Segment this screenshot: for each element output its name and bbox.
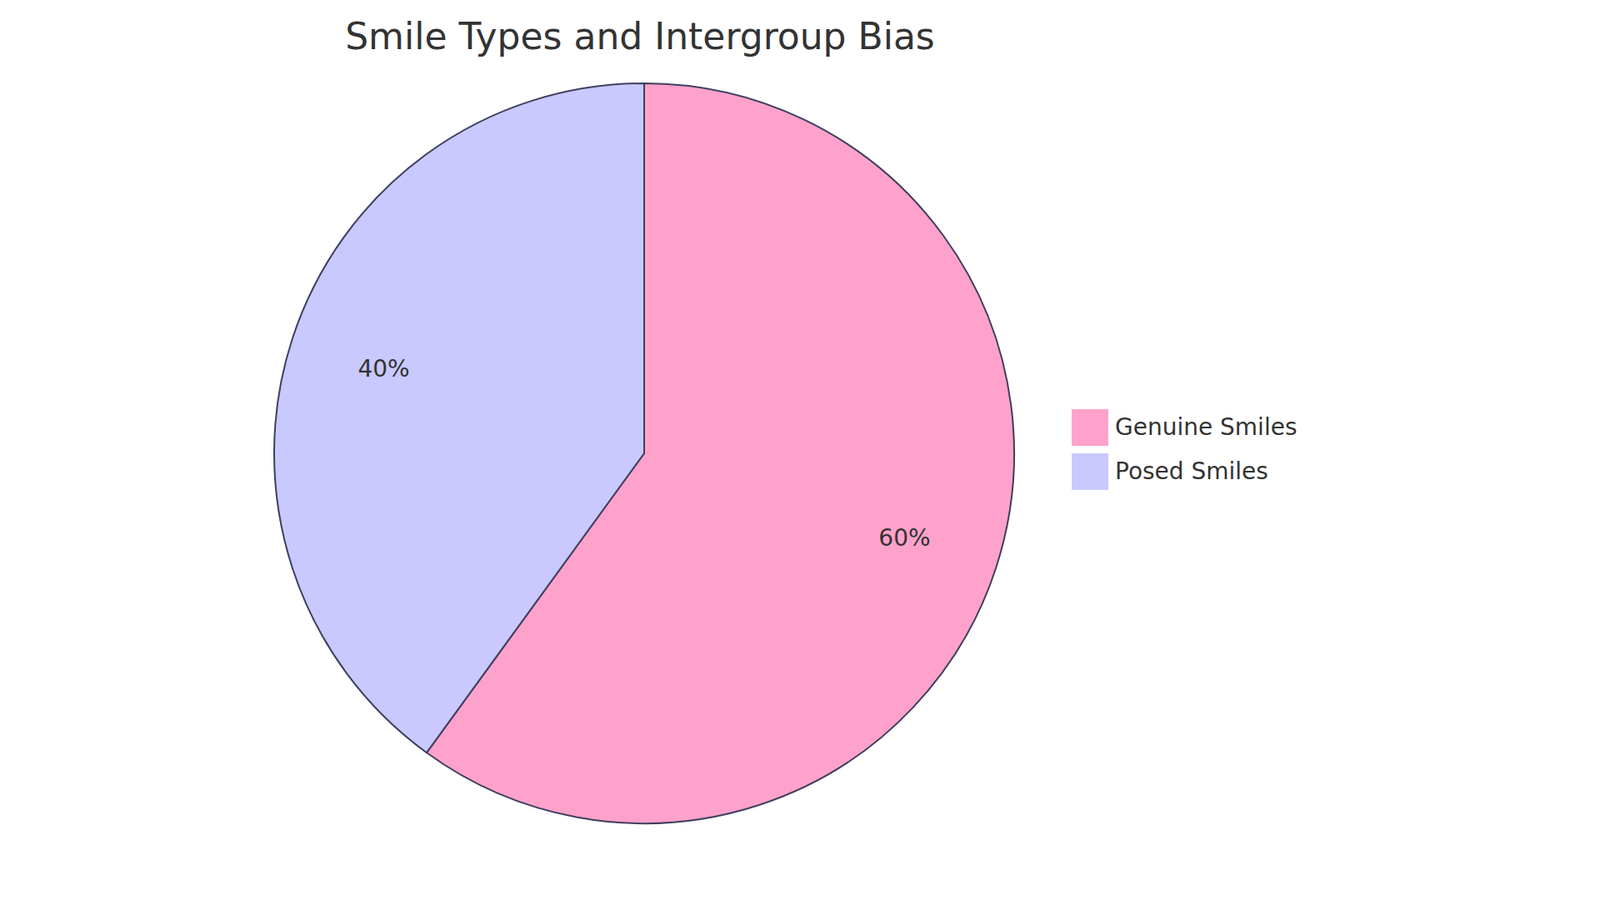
- html-text:Genuine Smiles: Genuine Smiles: [1115, 413, 1298, 441]
- html-text:Smile Types and Intergroup Bia: Smile Types and Intergroup Bias: [345, 15, 935, 58]
- svg-text:40%: 40%: [357, 355, 410, 383]
- html-text:Posed Smiles: Posed Smiles: [1115, 457, 1269, 485]
- svg-text:60%: 60%: [878, 524, 930, 552]
